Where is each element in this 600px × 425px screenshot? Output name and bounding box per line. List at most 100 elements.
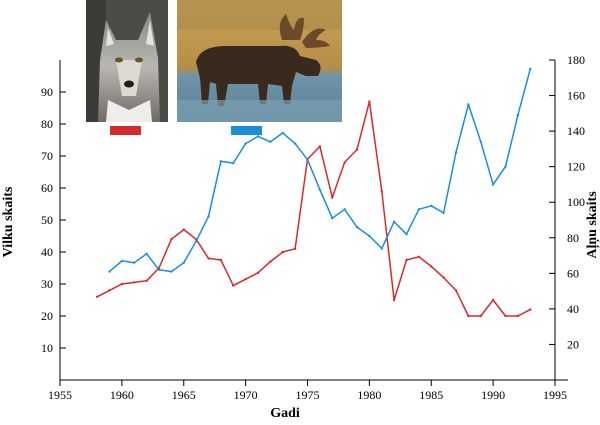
- wolf-data-point: [368, 100, 371, 103]
- moose-data-point: [516, 113, 520, 117]
- x-tick-label: 1960: [110, 388, 134, 402]
- moose-data-point: [157, 268, 161, 271]
- wolf-data-point: [529, 308, 532, 311]
- wolf-data-point: [145, 279, 148, 282]
- wolf-data-point: [318, 145, 322, 148]
- right-y-tick-label: 140: [567, 124, 585, 138]
- moose-data-point: [108, 270, 111, 273]
- right-y-tick-label: 20: [567, 337, 579, 351]
- wolf-data-point: [219, 258, 223, 262]
- moose-data-point: [182, 261, 185, 264]
- moose-data-point: [281, 131, 284, 135]
- moose-data-point: [207, 215, 210, 218]
- moose-data-point: [194, 240, 198, 243]
- wolf-data-point: [244, 278, 247, 281]
- wolf-data-point: [504, 314, 507, 318]
- series-layer: [95, 67, 532, 318]
- x-axis-title: Gadi: [270, 406, 300, 420]
- moose-data-point: [269, 140, 272, 143]
- moose-data-point: [417, 208, 421, 211]
- right-y-axis-ticks: 20 40 60 80 100 120 140 160 180: [549, 53, 585, 351]
- x-tick-label: 1955: [48, 388, 72, 402]
- right-y-axis-title: Aļņu skaits: [585, 191, 600, 259]
- left-y-tick-label: 50: [41, 213, 53, 227]
- right-y-tick-label: 40: [567, 302, 579, 316]
- wolf-data-point: [355, 148, 359, 151]
- moose-data-point: [170, 270, 173, 273]
- x-axis-ticks: 1955 1960 1965 1970 1975 1980 1985 1990 1995: [48, 380, 567, 402]
- wolf-data-point: [491, 298, 495, 302]
- moose-data-point: [133, 261, 136, 264]
- right-y-tick-label: 120: [567, 160, 585, 174]
- left-y-tick-label: 70: [41, 149, 53, 163]
- x-tick-label: 1995: [543, 388, 567, 402]
- right-y-tick-label: 60: [567, 266, 579, 280]
- moose-data-point: [442, 211, 445, 215]
- x-tick-label: 1975: [296, 388, 320, 402]
- moose-data-point: [232, 161, 235, 165]
- wolf-data-point: [170, 238, 173, 241]
- wolf-data-point: [269, 260, 272, 263]
- left-y-tick-label: 90: [41, 85, 53, 99]
- right-y-tick-label: 180: [567, 53, 585, 67]
- moose-data-point: [454, 151, 458, 154]
- moose-data-point: [479, 140, 482, 143]
- x-tick-label: 1980: [357, 388, 381, 402]
- moose-data-point: [331, 217, 334, 220]
- moose-data-point: [145, 252, 148, 255]
- wolf-data-point: [405, 258, 408, 262]
- moose-data-point: [380, 247, 383, 250]
- wolf-data-point: [343, 161, 346, 164]
- x-tick-label: 1970: [234, 388, 258, 402]
- wolf-data-point: [479, 314, 482, 318]
- moose-data-point: [306, 158, 309, 161]
- moose-data-point: [120, 259, 124, 263]
- wolf-data-point: [120, 282, 124, 286]
- moose-data-point: [318, 188, 322, 191]
- wolf-data-point: [293, 247, 297, 250]
- moose-data-point: [343, 208, 346, 211]
- wolf-data-point: [392, 298, 396, 302]
- wolf-data-point: [454, 289, 458, 292]
- wolf-data-point: [133, 281, 136, 284]
- left-y-tick-label: 30: [41, 277, 53, 291]
- wolf-data-point: [516, 314, 520, 318]
- moose-data-point: [368, 234, 371, 238]
- wolf-data-point: [281, 250, 284, 254]
- moose-legend-swatch: [231, 126, 262, 135]
- wolf-data-point: [108, 289, 111, 292]
- moose-data-point: [355, 225, 359, 229]
- right-y-tick-label: 80: [567, 231, 579, 245]
- left-y-tick-label: 20: [41, 309, 53, 323]
- wolf-data-point: [95, 295, 99, 298]
- right-y-tick-label: 100: [567, 195, 585, 209]
- moose-data-point: [491, 183, 495, 186]
- right-y-tick-label: 160: [567, 89, 585, 103]
- wolf-data-point: [182, 228, 185, 231]
- left-y-axis-ticks: 10 20 30 40 50 60 70 80 90: [41, 85, 66, 355]
- moose-data-point: [392, 220, 396, 223]
- wolf-data-point: [417, 255, 421, 258]
- wolf-data-point: [331, 196, 334, 199]
- wolf-data-point: [256, 271, 260, 274]
- left-y-tick-label: 60: [41, 181, 53, 195]
- wolf-photo: [86, 0, 168, 122]
- x-tick-label: 1990: [481, 388, 505, 402]
- moose-data-point: [244, 142, 247, 145]
- left-y-tick-label: 80: [41, 117, 53, 131]
- wolf-data-point: [442, 276, 445, 279]
- wolf-data-point: [380, 190, 383, 193]
- x-tick-label: 1985: [419, 388, 443, 402]
- moose-data-point: [529, 67, 532, 71]
- left-y-axis-title: Vilku skaits: [1, 186, 16, 257]
- wolf-data-point: [467, 314, 470, 318]
- x-tick-label: 1965: [172, 388, 196, 402]
- left-y-tick-label: 40: [41, 245, 53, 259]
- moose-data-point: [467, 103, 470, 106]
- moose-data-point: [219, 160, 223, 163]
- moose-photo: [177, 0, 342, 122]
- moose-data-point: [293, 142, 297, 145]
- moose-data-point: [430, 204, 433, 207]
